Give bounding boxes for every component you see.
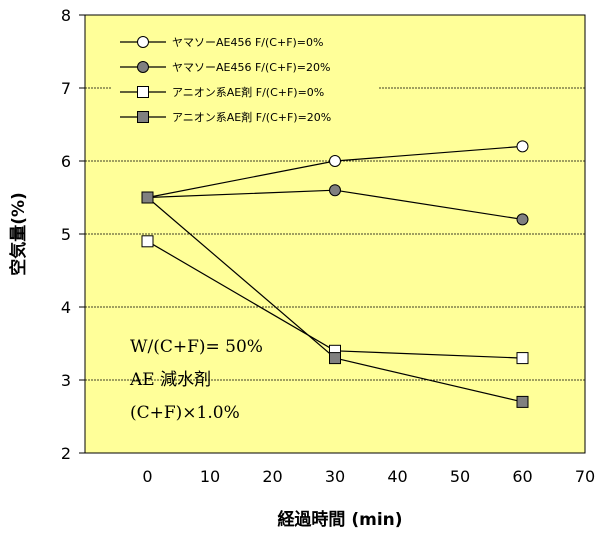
series-layer xyxy=(141,140,529,408)
y-tick-label: 5 xyxy=(61,225,71,244)
legend: ヤマソーAE456 F/(C+F)=0% ヤマソーAE456 F/(C+F)=20… xyxy=(112,28,378,132)
y-axis-ticks: 2 3 4 5 6 7 8 xyxy=(61,6,85,463)
x-tick-label: 10 xyxy=(200,467,220,486)
data-point xyxy=(516,395,529,408)
data-point xyxy=(329,352,341,365)
y-tick-label: 8 xyxy=(61,6,71,25)
annotation: W/(C+F)= 50% AE 減水剤 (C+F)×1.0% xyxy=(129,337,263,423)
legend-marker xyxy=(137,61,149,73)
legend-item: ヤマソーAE456 F/(C+F)=20% xyxy=(120,61,330,74)
y-tick-label: 7 xyxy=(61,79,71,98)
series-3 xyxy=(141,235,529,365)
x-tick-label: 60 xyxy=(512,467,532,486)
data-point xyxy=(141,191,154,204)
annotation-line-2: AE 減水剤 xyxy=(129,370,211,390)
data-point xyxy=(516,352,529,365)
data-point xyxy=(141,235,154,248)
x-tick-label: 30 xyxy=(325,467,345,486)
legend-item: ヤマソーAE456 F/(C+F)=0% xyxy=(120,36,323,49)
legend-item: アニオン系AE剤 F/(C+F)=0% xyxy=(120,85,324,99)
legend-marker xyxy=(137,111,149,123)
legend-label: ヤマソーAE456 F/(C+F)=20% xyxy=(172,61,330,74)
x-tick-label: 70 xyxy=(575,467,595,486)
legend-label: アニオン系AE剤 F/(C+F)=20% xyxy=(172,110,331,124)
legend-item: アニオン系AE剤 F/(C+F)=20% xyxy=(120,110,331,124)
data-point xyxy=(516,213,529,226)
x-tick-label: 0 xyxy=(142,467,152,486)
legend-marker xyxy=(137,86,149,98)
x-tick-label: 50 xyxy=(450,467,470,486)
x-tick-label: 40 xyxy=(387,467,407,486)
x-axis-title: 経過時間 (min) xyxy=(277,509,402,530)
data-point xyxy=(329,184,341,197)
x-axis-ticks: 0 10 20 30 40 50 60 70 xyxy=(142,467,595,486)
legend-label: ヤマソーAE456 F/(C+F)=0% xyxy=(172,36,323,49)
y-axis-title: 空気量(%) xyxy=(8,192,29,276)
legend-label: アニオン系AE剤 F/(C+F)=0% xyxy=(172,85,324,99)
data-point xyxy=(329,155,341,167)
data-point xyxy=(516,140,529,153)
series-4 xyxy=(141,191,529,408)
legend-marker xyxy=(137,36,149,48)
x-tick-label: 20 xyxy=(262,467,282,486)
annotation-line-3: (C+F)×1.0% xyxy=(130,403,240,423)
series-1 xyxy=(141,140,529,204)
annotation-line-1: W/(C+F)= 50% xyxy=(130,337,263,357)
y-tick-label: 3 xyxy=(61,371,71,390)
y-tick-label: 6 xyxy=(61,152,71,171)
y-tick-label: 4 xyxy=(61,298,71,317)
legend-background xyxy=(112,28,378,132)
y-tick-label: 2 xyxy=(61,444,71,463)
